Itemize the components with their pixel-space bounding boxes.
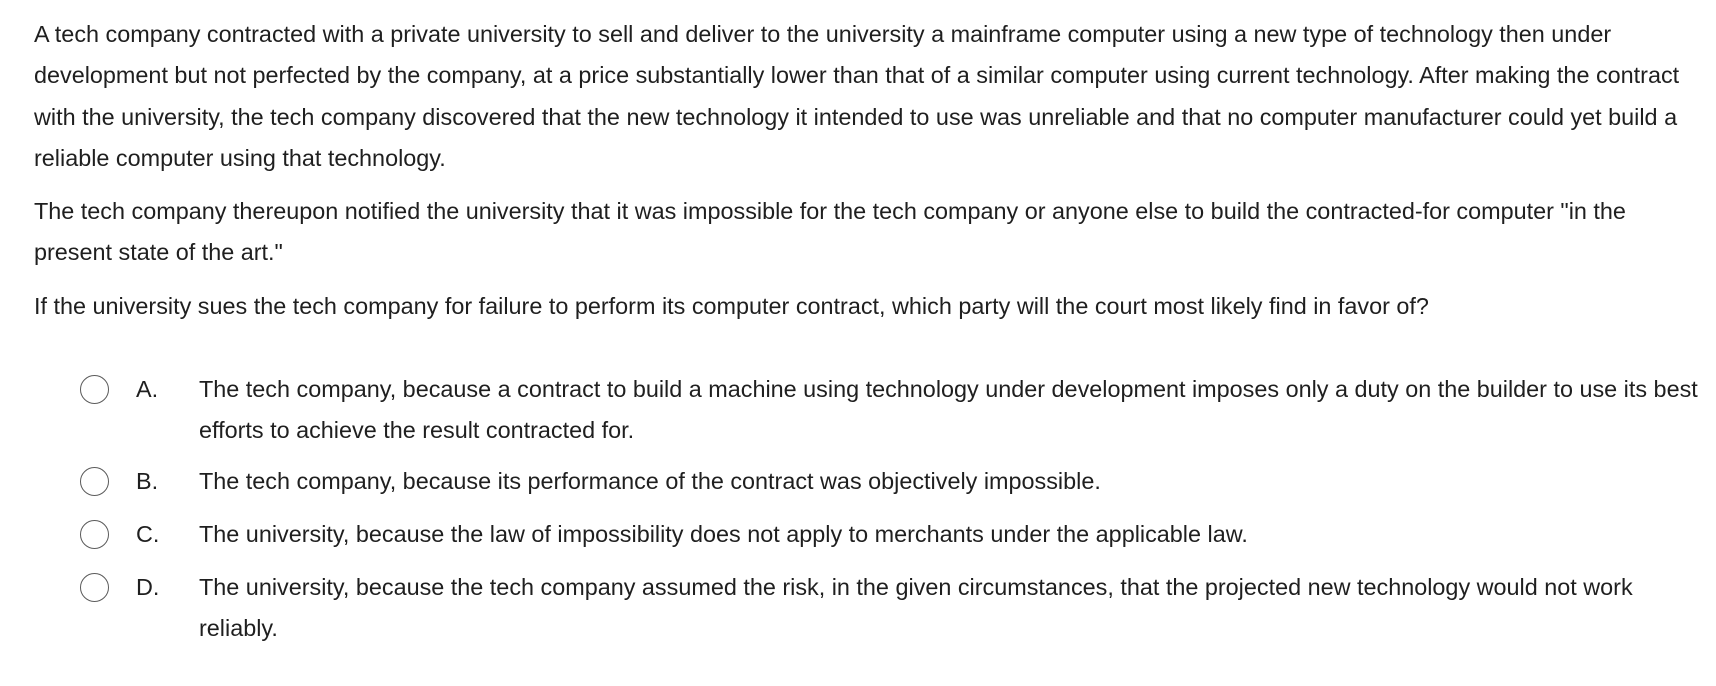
answer-options: A. The tech company, because a contract … xyxy=(0,369,1716,641)
option-b-radio-button[interactable] xyxy=(80,467,109,496)
option-a-text: The tech company, because a contract to … xyxy=(199,376,1698,444)
option-b[interactable]: B. The tech company, because its perform… xyxy=(0,461,1716,502)
option-c[interactable]: C. The university, because the law of im… xyxy=(0,514,1716,555)
question-paragraph-2: The tech company thereupon notified the … xyxy=(34,198,1626,266)
option-a-letter: A. xyxy=(136,376,159,402)
option-b-text: The tech company, because its performanc… xyxy=(199,468,1101,494)
question-prompt: If the university sues the tech company … xyxy=(34,292,1429,319)
question-paragraph-1: A tech company contracted with a private… xyxy=(34,21,1680,171)
option-d-letter: D. xyxy=(136,574,160,600)
option-c-radio-button[interactable] xyxy=(80,520,109,549)
question-stem: A tech company contracted with a private… xyxy=(34,14,1706,327)
option-d[interactable]: D. The university, because the tech comp… xyxy=(0,567,1716,641)
option-a[interactable]: A. The tech company, because a contract … xyxy=(0,369,1716,443)
option-a-radio-button[interactable] xyxy=(80,375,109,404)
option-b-letter: B. xyxy=(136,468,159,494)
option-d-text: The university, because the tech company… xyxy=(199,574,1633,642)
option-c-letter: C. xyxy=(136,521,160,547)
option-d-radio-button[interactable] xyxy=(80,573,109,602)
option-c-text: The university, because the law of impos… xyxy=(199,521,1248,547)
